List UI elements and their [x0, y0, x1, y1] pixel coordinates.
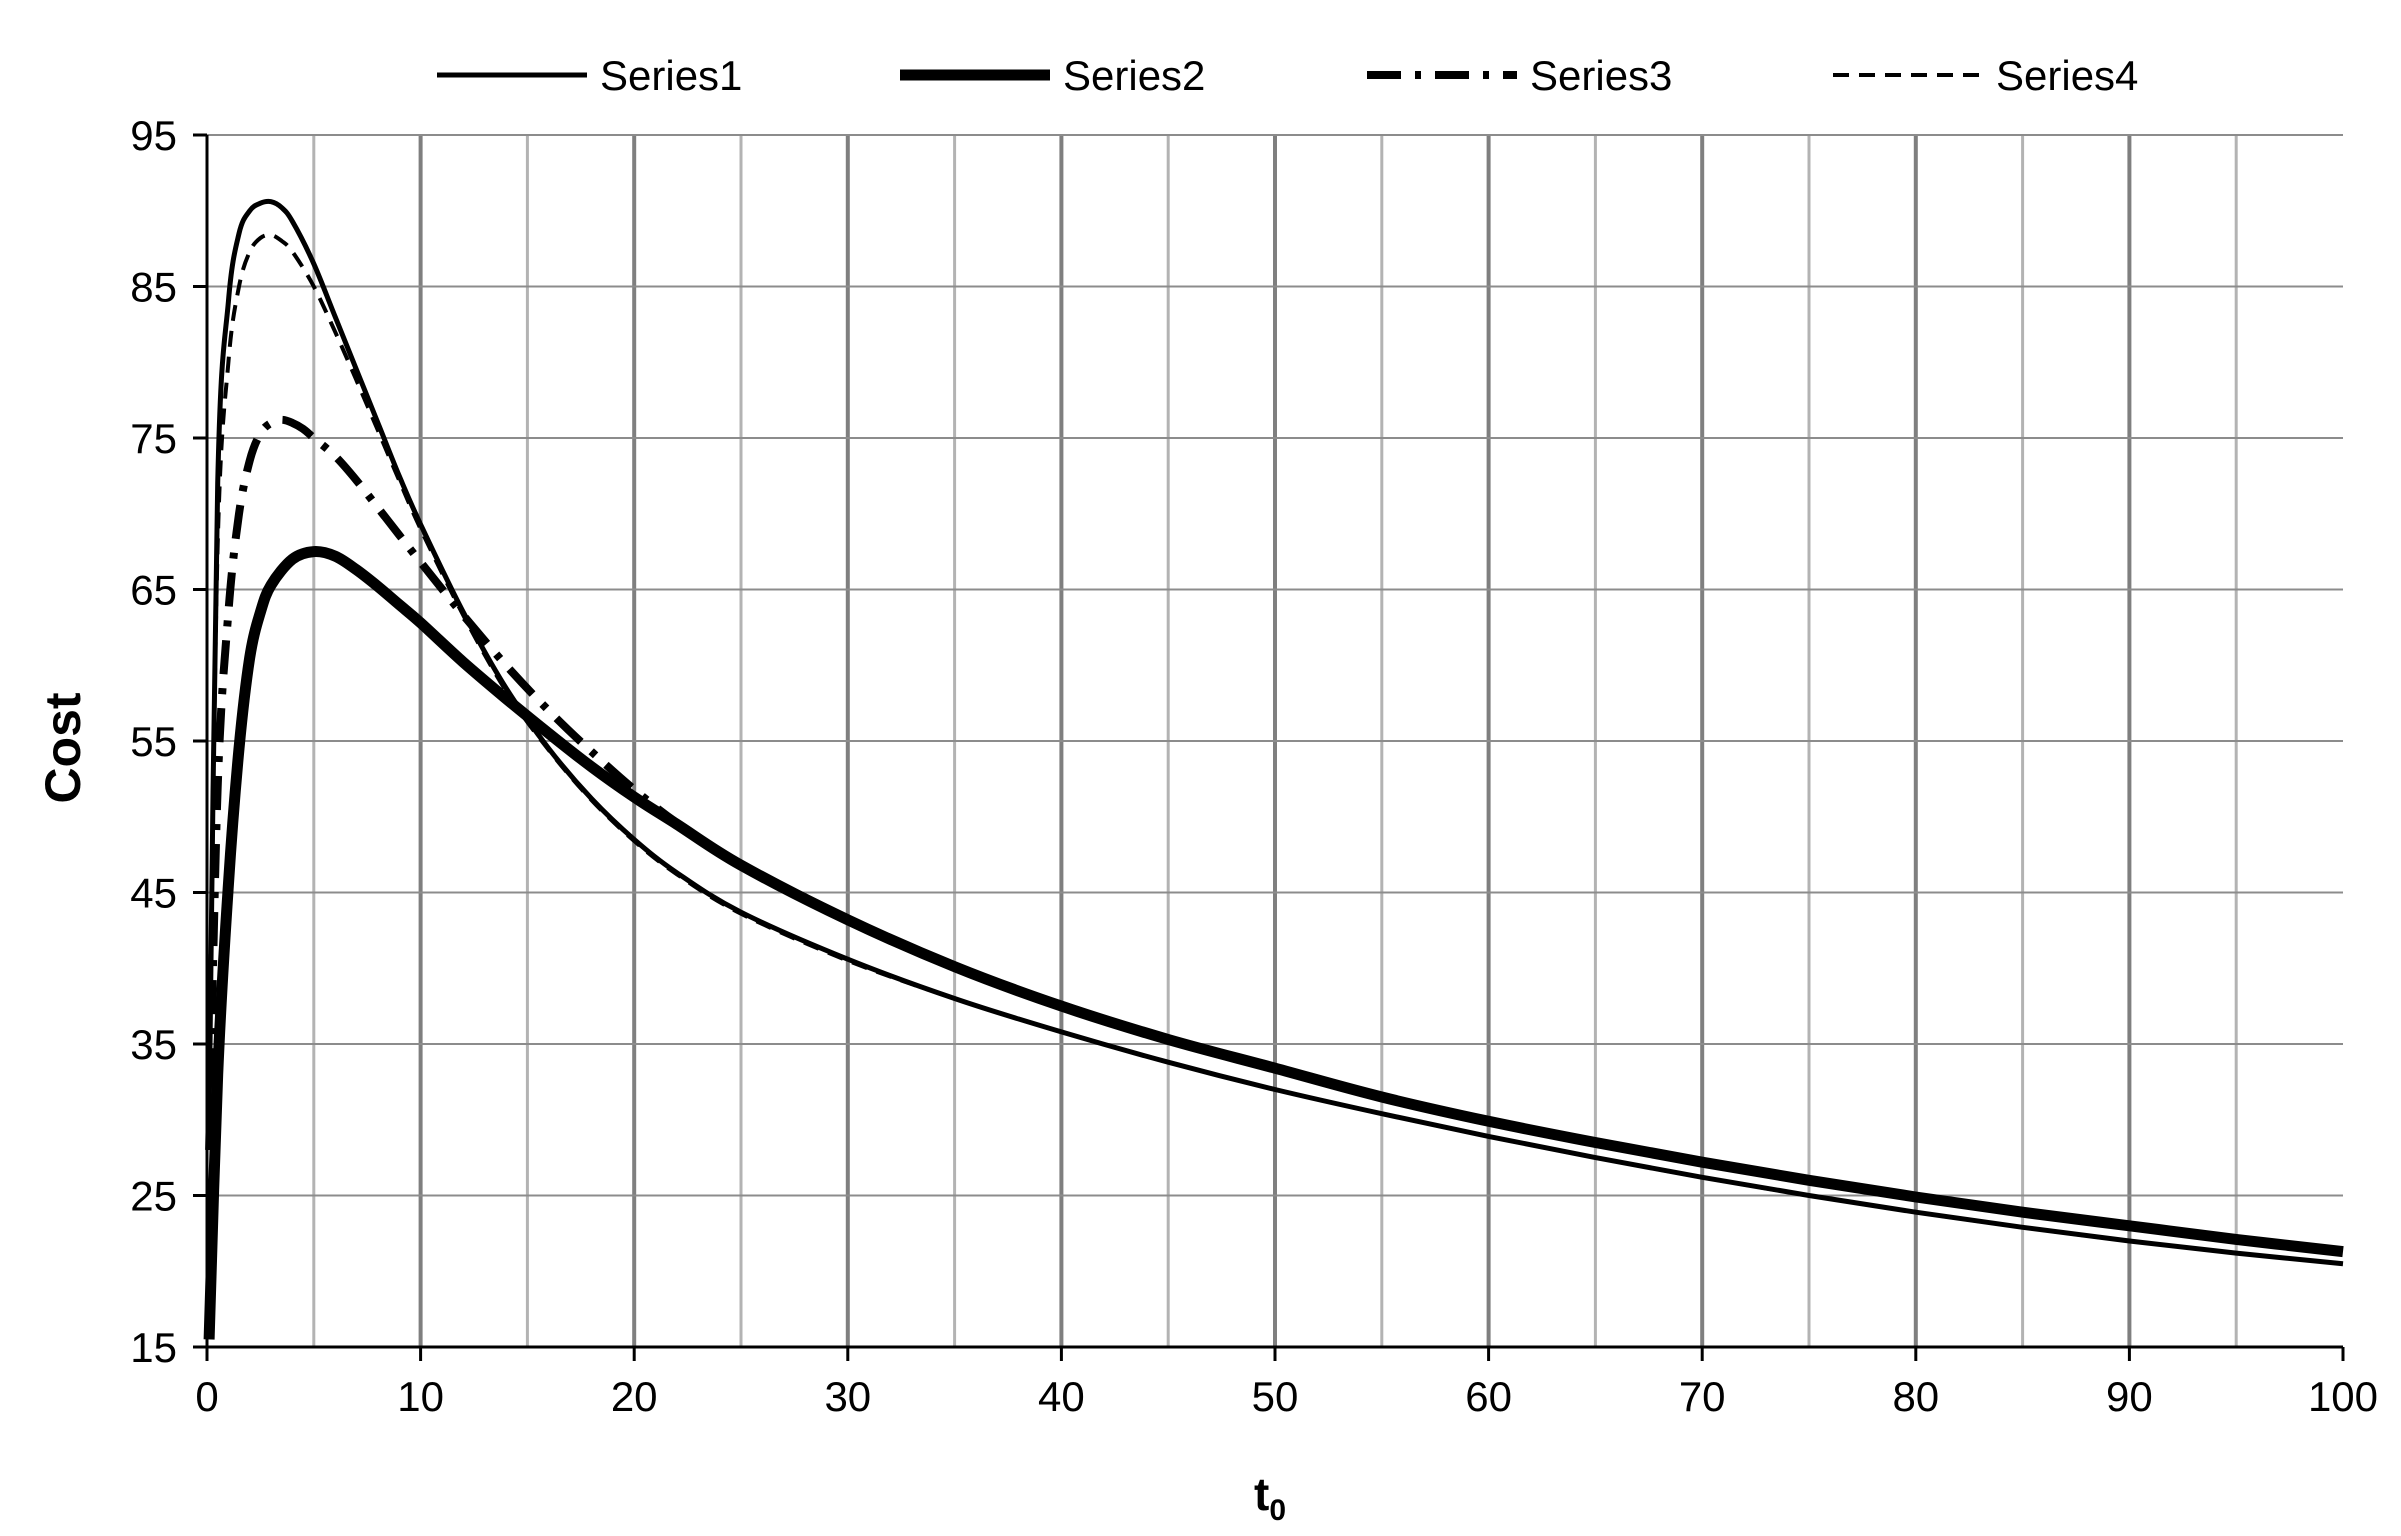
y-tick-label: 45	[130, 870, 177, 917]
x-tick-label: 20	[611, 1373, 658, 1420]
x-tick-label: 50	[1252, 1373, 1299, 1420]
y-tick-label: 25	[130, 1173, 177, 1220]
x-axis-title-main: t	[1254, 1468, 1269, 1520]
x-tick-label: 30	[824, 1373, 871, 1420]
y-tick-label: 85	[130, 264, 177, 311]
legend: Series1 Series2 Series3 Series4	[437, 52, 2138, 99]
y-tick-label: 75	[130, 415, 177, 462]
legend-label-series4: Series4	[1996, 52, 2138, 99]
x-axis-title: t0	[1254, 1468, 1286, 1527]
axes	[193, 133, 2345, 1361]
x-tick-label: 10	[397, 1373, 444, 1420]
series-lines	[203, 198, 2344, 1340]
tick-labels: 15 25 35 45 55 65 75 85 95 0 10 20 30 40 50 60 70 80 90 100	[130, 112, 2378, 1420]
y-tick-label: 15	[130, 1324, 177, 1371]
x-tick-label: 70	[1679, 1373, 1726, 1420]
legend-label-series3: Series3	[1530, 52, 1672, 99]
series-line-series4	[207, 232, 2344, 1266]
series-line-series3	[205, 415, 2344, 1256]
x-tick-label: 100	[2308, 1373, 2378, 1420]
x-axis-title-subscript: 0	[1269, 1494, 1286, 1527]
x-tick-label: 80	[1892, 1373, 1939, 1420]
y-tick-label: 55	[130, 718, 177, 765]
legend-label-series1: Series1	[600, 52, 742, 99]
grid	[207, 134, 2343, 1347]
x-tick-label: 40	[1038, 1373, 1085, 1420]
y-tick-label: 35	[130, 1021, 177, 1068]
y-tick-label: 65	[130, 567, 177, 614]
y-tick-label: 95	[130, 112, 177, 159]
x-tick-label: 90	[2106, 1373, 2153, 1420]
legend-label-series2: Series2	[1063, 52, 1205, 99]
x-tick-label: 0	[195, 1373, 218, 1420]
y-axis-title: Cost	[35, 692, 91, 803]
x-tick-label: 60	[1465, 1373, 1512, 1420]
